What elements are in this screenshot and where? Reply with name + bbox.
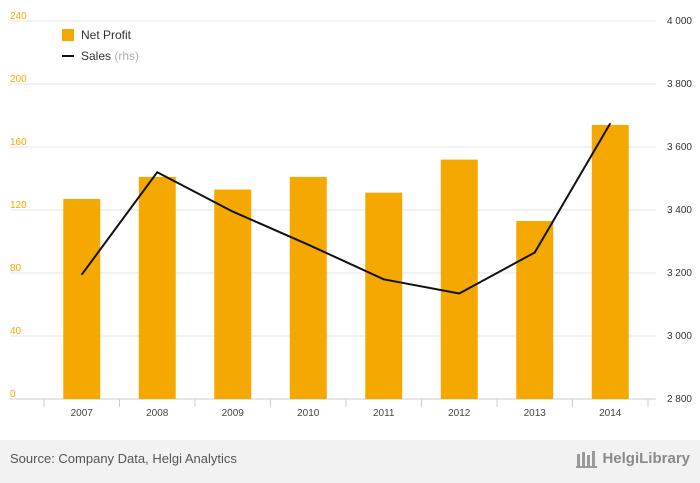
- right-tick-label: 3 200: [667, 268, 692, 279]
- point-sales: [383, 278, 385, 280]
- left-tick-label: 80: [10, 263, 22, 274]
- right-tick-label: 4 000: [667, 16, 692, 27]
- x-axis: 2007 2008 2009 2010 2011 2012 2013 2014: [43, 399, 649, 419]
- left-tick-label: 200: [10, 74, 27, 85]
- line-series: [80, 122, 612, 295]
- point-sales: [232, 211, 234, 213]
- legend-label-sales: Sales (rhs): [81, 49, 139, 63]
- legend-label-net-profit: Net Profit: [81, 28, 132, 42]
- x-tick-label: 2014: [599, 408, 622, 419]
- left-axis: 0 40 80 120 160 200 240: [10, 11, 27, 400]
- line-sales: [80, 122, 612, 295]
- bar-net-profit: [516, 221, 554, 399]
- left-tick-label: 0: [10, 389, 16, 400]
- bar-net-profit: [440, 159, 478, 399]
- left-tick-label: 40: [10, 326, 22, 337]
- bar-net-profit: [214, 189, 252, 399]
- right-tick-label: 3 800: [667, 79, 692, 90]
- footer: Source: Company Data, Helgi Analytics He…: [0, 440, 700, 483]
- x-tick-label: 2013: [524, 408, 547, 419]
- point-sales: [458, 292, 460, 294]
- left-tick-label: 160: [10, 137, 27, 148]
- right-tick-label: 2 800: [667, 394, 692, 405]
- bar-net-profit: [289, 176, 327, 399]
- bar-series: [63, 124, 629, 399]
- right-axis: 2 800 3 000 3 200 3 400 3 600 3 800 4 000: [667, 16, 692, 405]
- brand-name: HelgiLibrary: [602, 449, 690, 467]
- point-sales: [609, 122, 611, 124]
- grid-lines: [10, 20, 656, 400]
- x-tick-label: 2007: [71, 408, 94, 419]
- point-sales: [307, 244, 309, 246]
- right-tick-label: 3 600: [667, 142, 692, 153]
- legend: Net Profit Sales (rhs): [62, 28, 139, 63]
- point-sales: [534, 252, 536, 254]
- brand-logo[interactable]: HelgiLibrary: [576, 448, 690, 468]
- right-tick-label: 3 000: [667, 331, 692, 342]
- x-tick-label: 2008: [146, 408, 169, 419]
- bar-net-profit: [138, 176, 176, 399]
- right-tick-label: 3 400: [667, 205, 692, 216]
- x-tick-label: 2012: [448, 408, 471, 419]
- left-tick-label: 120: [10, 200, 27, 211]
- point-sales: [81, 274, 83, 276]
- chart: 0 40 80 120 160 200 240 2 800 3 000 3 200 3 400 3 …: [10, 11, 692, 419]
- x-tick-label: 2010: [297, 408, 320, 419]
- legend-swatch-net-profit: [62, 29, 74, 41]
- library-icon: [576, 451, 598, 468]
- bar-net-profit: [63, 198, 101, 399]
- x-tick-label: 2011: [373, 408, 395, 419]
- left-tick-label: 240: [10, 11, 27, 22]
- source-note: Source: Company Data, Helgi Analytics: [10, 451, 237, 466]
- x-tick-label: 2009: [222, 408, 245, 419]
- legend-label-sales-rhs: (rhs): [114, 49, 139, 63]
- bar-net-profit: [591, 124, 629, 399]
- point-sales: [156, 171, 158, 173]
- bar-net-profit: [365, 192, 403, 399]
